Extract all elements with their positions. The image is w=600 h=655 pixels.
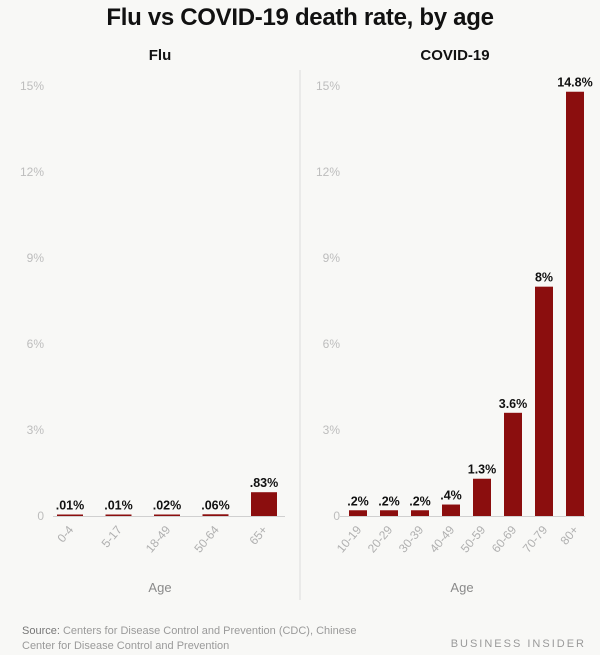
flu-panel-title: Flu	[149, 47, 172, 64]
covid-bar	[442, 504, 460, 516]
flu-ytick-label: 3%	[27, 423, 45, 437]
covid-data-label: 8%	[535, 271, 553, 285]
covid-ytick-label: 6%	[323, 337, 341, 351]
covid-data-label: .4%	[440, 489, 462, 503]
covid-bar	[566, 91, 584, 516]
flu-data-label: .06%	[201, 498, 230, 512]
flu-bar	[154, 514, 180, 516]
source-label: Source:	[22, 625, 60, 637]
flu-x-axis-title: Age	[148, 580, 171, 595]
covid-bar	[504, 412, 522, 516]
covid-bar	[349, 510, 367, 516]
flu-data-label: .83%	[250, 476, 279, 490]
chart-title: Flu vs COVID-19 death rate, by age	[106, 4, 494, 31]
flu-bar	[57, 514, 83, 516]
covid-data-label: .2%	[378, 494, 400, 508]
flu-ytick-label: 9%	[27, 251, 45, 265]
covid-ytick-label: 0	[333, 509, 340, 523]
covid-data-label: 3.6%	[499, 397, 528, 411]
flu-data-label: .01%	[104, 499, 133, 513]
flu-ytick-label: 0	[37, 509, 44, 523]
source-text: Centers for Disease Control and Preventi…	[22, 625, 357, 652]
flu-category-label: 18-49	[143, 523, 174, 556]
covid-data-label: .2%	[347, 494, 369, 508]
flu-bar	[251, 492, 277, 516]
flu-category-label: 5-17	[99, 523, 125, 551]
covid-ytick-label: 12%	[316, 165, 340, 179]
brand-wordmark: BUSINESS INSIDER	[450, 638, 586, 650]
covid-category-label: 80+	[557, 523, 581, 548]
flu-category-label: 0-4	[54, 523, 76, 546]
flu-data-label: .01%	[56, 499, 85, 513]
covid-data-label: .2%	[409, 494, 431, 508]
covid-data-label: 1.3%	[468, 463, 497, 477]
covid-ytick-label: 9%	[323, 251, 341, 265]
covid-ytick-label: 15%	[316, 79, 340, 93]
flu-ytick-label: 12%	[20, 165, 44, 179]
covid-bar	[380, 510, 398, 516]
covid-data-label: 14.8%	[557, 76, 592, 90]
flu-category-label: 65+	[246, 523, 270, 548]
covid-ytick-label: 3%	[323, 423, 341, 437]
flu-bar	[105, 514, 132, 516]
source-note: Source: Centers for Disease Control and …	[22, 624, 382, 654]
flu-data-label: .02%	[153, 499, 182, 513]
covid-category-label: 10-19	[334, 523, 365, 556]
covid-category-label: 40-49	[427, 523, 458, 556]
flu-ytick-label: 6%	[27, 337, 45, 351]
flu-category-label: 50-64	[191, 523, 222, 556]
covid-x-axis-title: Age	[450, 580, 473, 595]
covid-bar	[411, 510, 429, 516]
covid-category-label: 20-29	[365, 523, 396, 556]
flu-ytick-label: 15%	[20, 79, 44, 93]
covid-bar	[473, 478, 491, 516]
covid-bar	[535, 286, 553, 516]
covid-panel-title: COVID-19	[420, 47, 489, 64]
covid-category-label: 50-59	[458, 523, 489, 556]
flu-bar	[202, 514, 229, 516]
covid-category-label: 30-39	[396, 523, 427, 556]
covid-category-label: 60-69	[489, 523, 520, 556]
covid-category-label: 70-79	[520, 523, 551, 556]
